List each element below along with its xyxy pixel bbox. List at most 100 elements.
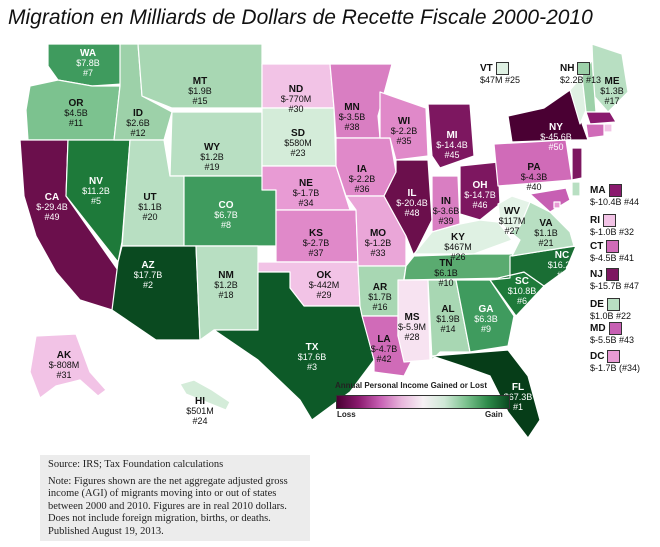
state-label-ga-rank: #9 xyxy=(481,324,491,334)
state-label-hi-abbr: HI xyxy=(195,396,205,407)
state-label-nv-abbr: NV xyxy=(89,176,103,187)
state-label-ca-value: $-29.4B xyxy=(36,202,68,212)
state-label-mt-value: $1.9B xyxy=(188,86,212,96)
state-label-ca-abbr: CA xyxy=(45,192,59,203)
state-label-in-value: $-3.6B xyxy=(433,206,460,216)
state-label-mo-rank: #33 xyxy=(370,248,385,258)
side-state-abbr: CT xyxy=(590,240,604,252)
state-label-sd-rank: #23 xyxy=(290,148,305,158)
state-label-co-rank: #8 xyxy=(221,220,231,230)
note-text: Note: Figures shown are the net aggregat… xyxy=(48,475,288,537)
side-state-value: $1.0B #22 xyxy=(590,311,632,321)
state-label-ne-abbr: NE xyxy=(299,178,313,189)
state-mt xyxy=(137,43,263,109)
legend-title: Annual Personal Income Gained or Lost xyxy=(335,381,488,390)
side-state-swatch xyxy=(607,350,621,363)
side-state-swatch xyxy=(608,184,622,197)
map-title: Migration en Milliards de Dollars de Rec… xyxy=(8,6,593,29)
side-state-nj: NJ $-15.7B #47 xyxy=(590,268,639,291)
state-label-la-rank: #42 xyxy=(376,354,391,364)
state-label-wi-rank: #35 xyxy=(396,136,411,146)
state-label-oh-value: $-14.7B xyxy=(464,190,496,200)
state-dc xyxy=(553,201,561,209)
state-label-sd-abbr: SD xyxy=(291,128,305,139)
state-label-ia-abbr: IA xyxy=(357,164,367,175)
state-label-wv-value: $117M xyxy=(499,216,526,226)
state-label-id-abbr: ID xyxy=(133,108,143,119)
state-label-fl-abbr: FL xyxy=(512,382,524,393)
state-label-az-value: $17.7B xyxy=(134,270,163,280)
state-label-la-value: $-4.7B xyxy=(371,344,398,354)
state-label-wa-rank: #7 xyxy=(83,68,93,78)
state-label-me-value: $1.3B xyxy=(600,86,624,96)
state-ma xyxy=(585,111,617,125)
state-label-ga-abbr: GA xyxy=(479,304,494,315)
state-label-va-rank: #21 xyxy=(538,238,553,248)
state-label-fl-rank: #1 xyxy=(513,402,523,412)
state-label-id-rank: #12 xyxy=(130,128,145,138)
state-label-me-abbr: ME xyxy=(605,76,620,87)
state-label-sc-rank: #6 xyxy=(517,296,527,306)
state-oh xyxy=(459,161,501,221)
legend-gain-label: Gain xyxy=(485,410,503,419)
side-state-swatch xyxy=(606,240,620,253)
state-label-ga-value: $6.3B xyxy=(474,314,498,324)
state-label-al-abbr: AL xyxy=(441,304,454,315)
state-label-sc-abbr: SC xyxy=(515,276,529,287)
state-label-nc-value: $16.2B xyxy=(548,260,577,270)
state-label-ks-rank: #37 xyxy=(308,248,323,258)
state-ny xyxy=(507,89,589,143)
side-state-value: $-15.7B #47 xyxy=(590,281,640,291)
side-state-value: $-10.4B #44 xyxy=(590,197,640,207)
side-state-de: DE $1.0B #22 xyxy=(590,298,631,321)
side-state-value: $-1.0B #32 xyxy=(590,227,635,237)
state-label-in-abbr: IN xyxy=(441,196,451,207)
state-label-ms-abbr: MS xyxy=(405,312,420,323)
state-ri xyxy=(603,123,613,133)
side-state-vt: VT $47M #25 xyxy=(480,62,520,85)
state-label-nm-value: $1.2B xyxy=(214,280,238,290)
state-label-wi-abbr: WI xyxy=(398,116,410,127)
state-label-in-rank: #39 xyxy=(438,216,453,226)
state-hi xyxy=(179,379,231,411)
state-ak xyxy=(29,333,107,399)
state-label-mi-value: $-14.4B xyxy=(436,140,468,150)
state-label-ut-value: $1.1B xyxy=(138,202,162,212)
state-label-az-abbr: AZ xyxy=(141,260,154,271)
state-label-fl-value: $67.3B xyxy=(504,392,533,402)
state-label-nv-rank: #5 xyxy=(91,196,101,206)
side-state-abbr: DC xyxy=(590,350,605,362)
state-label-mi-rank: #45 xyxy=(444,150,459,160)
state-label-mi-abbr: MI xyxy=(446,130,457,141)
state-label-nc-rank: #4 xyxy=(557,270,567,280)
state-label-wi-value: $-2.2B xyxy=(391,126,418,136)
state-label-la-abbr: LA xyxy=(377,334,390,345)
side-state-abbr: NJ xyxy=(590,268,603,280)
side-state-abbr: MA xyxy=(590,184,606,196)
side-state-value: $-1.7B (#34) xyxy=(590,363,641,373)
state-label-ny-abbr: NY xyxy=(549,122,563,133)
state-label-al-value: $1.9B xyxy=(436,314,460,324)
state-label-mo-value: $-1.2B xyxy=(365,238,392,248)
state-label-tx-abbr: TX xyxy=(306,342,319,353)
state-mi xyxy=(427,103,475,169)
state-ct xyxy=(585,123,605,139)
state-label-oh-rank: #46 xyxy=(472,200,487,210)
side-state-value: $-4.5B #41 xyxy=(590,253,635,263)
state-label-ks-value: $-2.7B xyxy=(303,238,330,248)
side-state-swatch xyxy=(603,214,616,227)
state-label-wa-abbr: WA xyxy=(80,48,96,59)
state-label-il-rank: #48 xyxy=(404,208,419,218)
state-label-or-abbr: OR xyxy=(69,98,85,109)
state-ky xyxy=(413,219,513,255)
side-state-swatch xyxy=(608,322,622,335)
state-label-mn-abbr: MN xyxy=(344,102,360,113)
state-label-ne-rank: #34 xyxy=(298,198,313,208)
state-az xyxy=(111,245,201,341)
state-label-nd-abbr: ND xyxy=(289,84,303,95)
state-label-wy-abbr: WY xyxy=(204,142,220,153)
state-label-mo-abbr: MO xyxy=(370,228,386,239)
state-label-il-abbr: IL xyxy=(408,188,417,199)
state-label-tn-value: $6.1B xyxy=(434,268,458,278)
